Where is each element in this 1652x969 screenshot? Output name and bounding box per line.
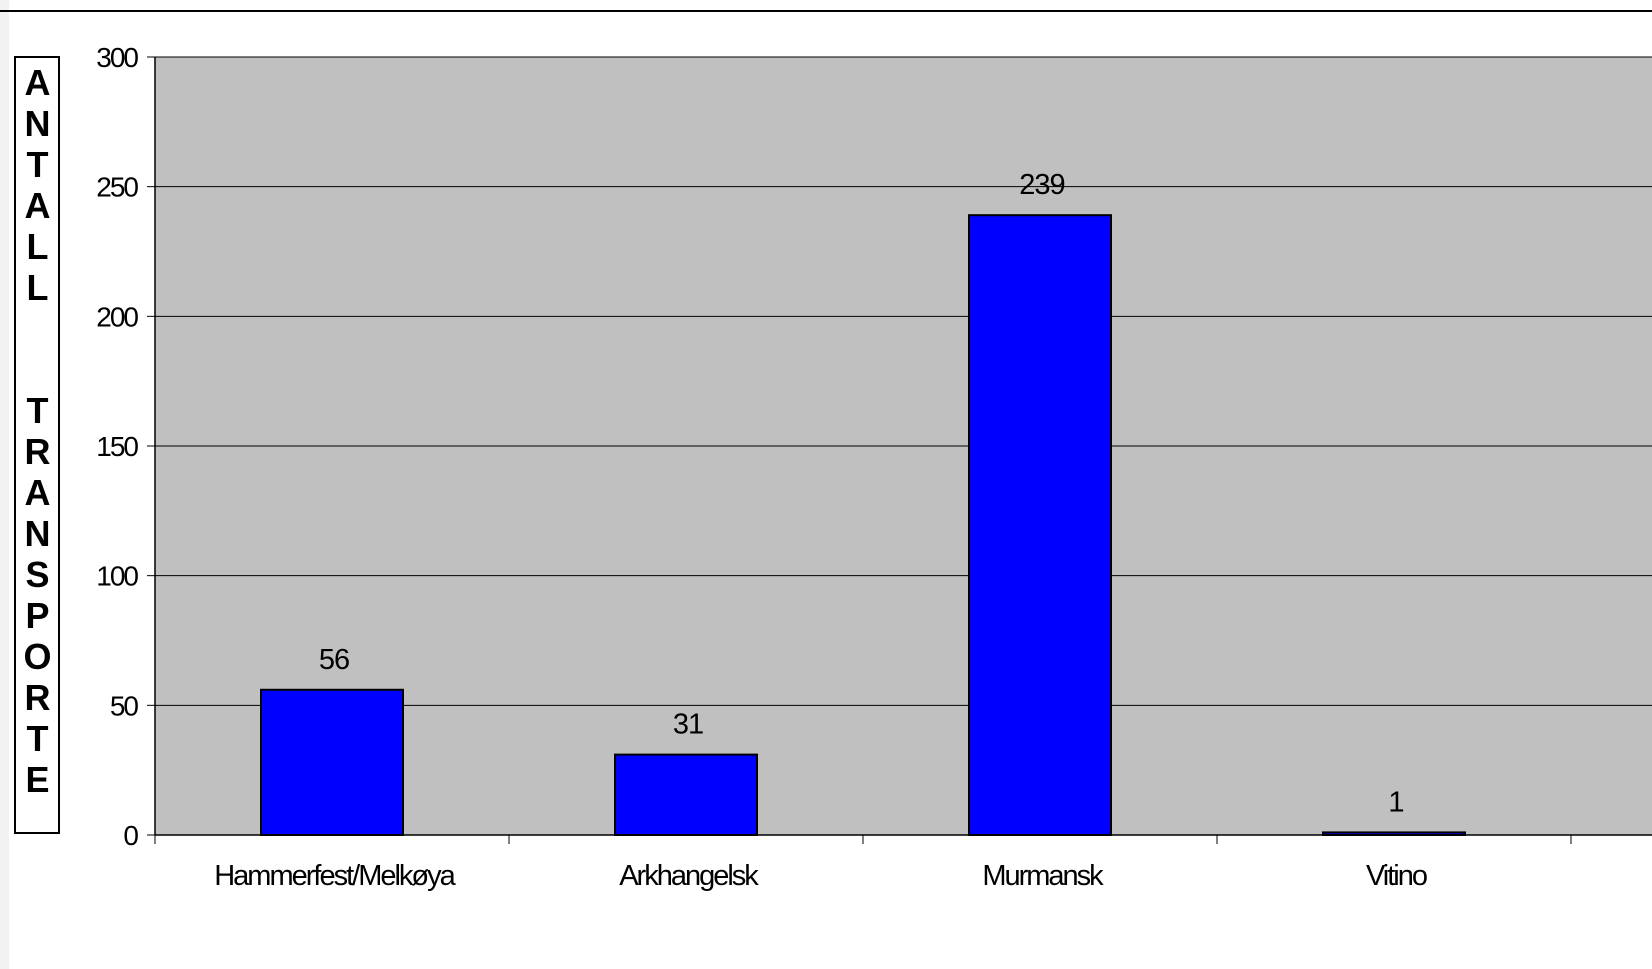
x-axis: Hammerfest/Melkøya Arkhangelsk Murmansk Vit…	[154, 834, 1652, 892]
y-axis-title: ANTALL TRANSPORTE	[17, 62, 58, 800]
data-label: 1	[1388, 786, 1403, 818]
y-tick-label: 300	[96, 42, 138, 73]
y-axis: 0 50 100 150 200 250 300	[96, 42, 156, 851]
x-category-label: Arkhangelsk	[619, 860, 759, 892]
y-tick-label: 100	[96, 561, 138, 592]
top-divider	[0, 10, 1652, 12]
bar	[614, 753, 758, 837]
bar	[968, 214, 1112, 836]
data-label: 239	[1019, 169, 1064, 201]
bar	[260, 688, 404, 836]
y-tick-label: 250	[96, 172, 138, 203]
data-label: 31	[673, 709, 703, 741]
y-tick-label: 200	[96, 301, 138, 332]
gridlines	[155, 56, 1652, 706]
data-label: 56	[319, 644, 349, 676]
x-category-label: Hammerfest/Melkøya	[214, 860, 456, 892]
x-category-label: Murmansk	[982, 860, 1104, 892]
bars	[260, 214, 1466, 837]
y-tick-label: 50	[110, 690, 139, 721]
y-tick-label: 0	[123, 820, 138, 851]
x-category-label: Vitino	[1366, 860, 1427, 892]
y-axis-title-box: ANTALL TRANSPORTE	[14, 56, 60, 834]
data-labels: 56 31 239 1	[319, 169, 1405, 818]
left-edge-strip	[0, 0, 9, 969]
y-tick-label: 150	[96, 431, 138, 462]
